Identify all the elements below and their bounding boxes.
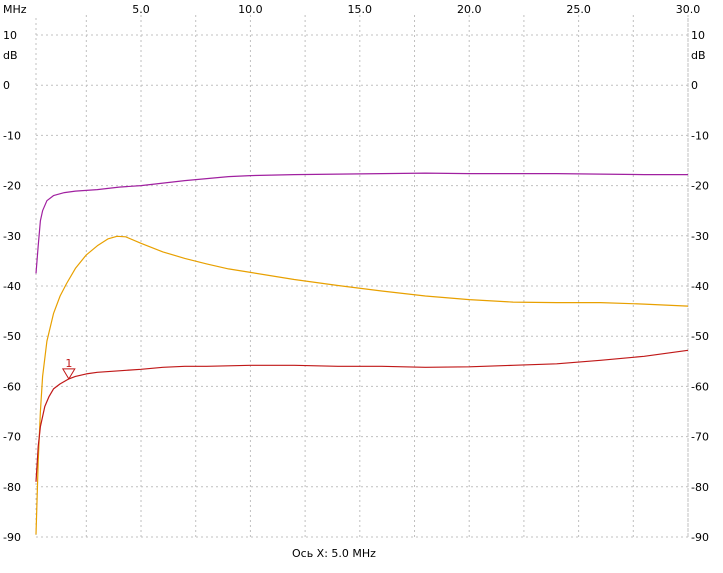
- y-tick-label-left: -20: [3, 180, 21, 193]
- y-tick-label-right: -70: [691, 431, 709, 444]
- y-tick-label-left: 0: [3, 79, 10, 92]
- y-tick-label-left: 10: [3, 29, 17, 42]
- y-tick-label-right: -80: [691, 481, 709, 494]
- x-axis-scale-caption: Ось X: 5.0 MHz: [292, 547, 376, 560]
- y-tick-label-right: -30: [691, 230, 709, 243]
- y-tick-label-right: 0: [691, 79, 698, 92]
- y-tick-label-left: -70: [3, 431, 21, 444]
- y-tick-label-left: -10: [3, 129, 21, 142]
- axes: 10 10 0 0 -10 -10 -20 -20 -30 -30 -40 -40 -50 -50 -60 -…: [3, 3, 709, 544]
- y-tick-label-left: -90: [3, 531, 21, 544]
- y-tick-label-right: -50: [691, 330, 709, 343]
- series-layer: [35, 172, 689, 535]
- grid: [35, 15, 689, 538]
- y-tick-label-left: -50: [3, 330, 21, 343]
- y-tick-label-right: 10: [691, 29, 705, 42]
- y-tick-label-right: -60: [691, 380, 709, 393]
- x-tick-label: 20.0: [457, 3, 482, 16]
- x-tick-label: 15.0: [348, 3, 373, 16]
- marker-triangle: [61, 368, 76, 380]
- y-unit-label-right: dB: [691, 49, 706, 62]
- y-tick-label-right: -90: [691, 531, 709, 544]
- y-tick-label-left: -80: [3, 481, 21, 494]
- y-tick-label-right: -20: [691, 180, 709, 193]
- marker-layer: 1: [61, 357, 76, 380]
- series-line-3: [35, 349, 689, 482]
- series-line-2: [35, 235, 689, 535]
- y-tick-label-left: -30: [3, 230, 21, 243]
- y-unit-label-left: dB: [3, 49, 18, 62]
- y-tick-label-right: -40: [691, 280, 709, 293]
- y-tick-label-left: -40: [3, 280, 21, 293]
- series-line-1: [35, 172, 688, 274]
- x-tick-label: 30.0: [676, 3, 701, 16]
- x-unit-label: MHz: [3, 3, 27, 16]
- x-tick-label: 5.0: [132, 3, 150, 16]
- y-tick-label-left: -60: [3, 380, 21, 393]
- x-tick-label: 10.0: [238, 3, 263, 16]
- y-tick-label-right: -10: [691, 129, 709, 142]
- x-tick-label: 25.0: [566, 3, 591, 16]
- marker-label: 1: [65, 357, 72, 370]
